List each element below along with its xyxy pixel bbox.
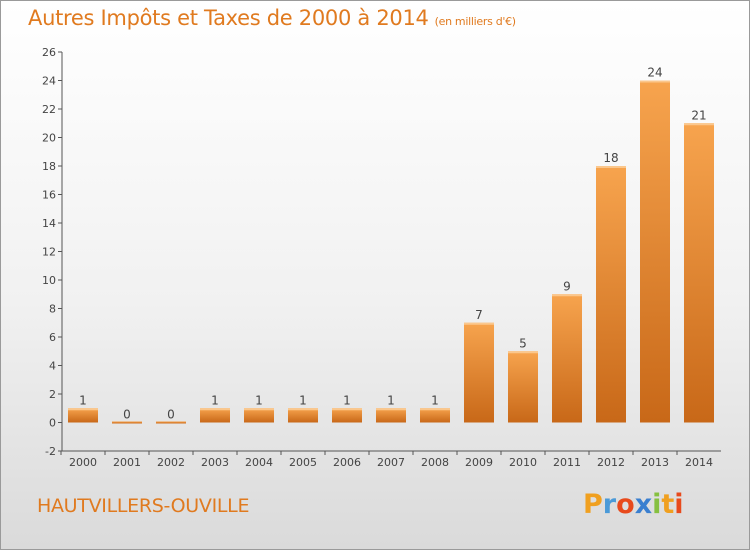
- x-axis: 2000 2001 2002 2003 2004 2005 2006 2007 2008 2009…: [60, 450, 721, 469]
- y-tick-label: 6: [49, 331, 56, 344]
- proxiti-logo[interactable]: Proxiti: [583, 489, 684, 520]
- x-tick-label: 2001: [113, 456, 141, 469]
- bar-top-highlight: [68, 408, 98, 411]
- bar-top-highlight: [420, 408, 450, 411]
- bar-value-label: 9: [563, 279, 571, 293]
- bar[interactable]: [244, 408, 274, 423]
- bar[interactable]: [508, 351, 538, 423]
- bar[interactable]: [112, 421, 142, 424]
- bar[interactable]: [640, 80, 670, 423]
- y-tick-label: 20: [42, 132, 56, 145]
- bar-top-highlight: [376, 408, 406, 411]
- y-tick-label: 2: [49, 388, 56, 401]
- x-tick-label: 2003: [201, 456, 229, 469]
- bars: [68, 80, 714, 424]
- bar-top-highlight: [508, 351, 538, 354]
- bar-value-label: 1: [255, 393, 263, 407]
- bar-top-highlight: [200, 408, 230, 411]
- logo-letter: P: [583, 489, 603, 520]
- bar[interactable]: [288, 408, 318, 423]
- bar-value-label: 1: [211, 393, 219, 407]
- x-tick-label: 2000: [69, 456, 97, 469]
- y-tick-label: 8: [49, 303, 56, 316]
- x-tick-label: 2005: [289, 456, 317, 469]
- bar-value-label: 1: [343, 393, 351, 407]
- bar-top-highlight: [332, 408, 362, 411]
- bar[interactable]: [156, 421, 186, 424]
- bar[interactable]: [420, 408, 450, 423]
- y-tick-label: 16: [42, 189, 56, 202]
- x-tick-label: 2008: [421, 456, 449, 469]
- bar-value-label: 24: [647, 66, 662, 80]
- logo-letter: i: [674, 489, 684, 520]
- y-tick-label: 18: [42, 160, 56, 173]
- bar-top-highlight: [684, 123, 714, 126]
- y-tick-label: -2: [45, 445, 56, 458]
- bar[interactable]: [684, 123, 714, 423]
- y-tick-label: 4: [49, 360, 56, 373]
- y-tick-label: 0: [49, 417, 56, 430]
- y-tick-label: 26: [42, 46, 56, 59]
- y-tick-label: 22: [42, 103, 56, 116]
- x-tick-label: 2014: [685, 456, 713, 469]
- bar-top-highlight: [464, 322, 494, 325]
- bar-top-highlight: [552, 294, 582, 297]
- bar-value-label: 1: [79, 393, 87, 407]
- x-tick-label: 2012: [597, 456, 625, 469]
- x-tick-label: 2004: [245, 456, 273, 469]
- x-tick-label: 2010: [509, 456, 537, 469]
- bar-top-highlight: [596, 166, 626, 168]
- logo-letter: i: [652, 489, 662, 520]
- x-tick-label: 2002: [157, 456, 185, 469]
- logo-letter: r: [602, 489, 617, 520]
- chart-title-text: Autres Impôts et Taxes de 2000 à 2014: [28, 6, 429, 30]
- bar-value-label: 1: [387, 393, 395, 407]
- commune-name: HAUTVILLERS-OUVILLE: [37, 495, 250, 517]
- value-labels: 1 0 0 1 1 1 1 1 1 7 5 9 18 24 21: [79, 66, 706, 422]
- chart-title: Autres Impôts et Taxes de 2000 à 2014 (en…: [28, 6, 516, 30]
- x-tick-label: 2013: [641, 456, 669, 469]
- bar[interactable]: [596, 166, 626, 423]
- logo-letter: o: [616, 489, 635, 520]
- y-tick-label: 12: [42, 246, 56, 259]
- bar-value-label: 0: [167, 408, 175, 422]
- x-tick-label: 2011: [553, 456, 581, 469]
- bar[interactable]: [464, 322, 494, 423]
- bar[interactable]: [200, 408, 230, 423]
- y-tick-label: 24: [42, 75, 56, 88]
- chart-subtitle: (en milliers d'€): [434, 15, 516, 28]
- bar-top-highlight: [288, 408, 318, 411]
- logo-letter: t: [661, 489, 675, 520]
- bar[interactable]: [68, 408, 98, 423]
- bar-value-label: 5: [519, 336, 527, 350]
- bar-value-label: 1: [299, 393, 307, 407]
- x-tick-label: 2009: [465, 456, 493, 469]
- bar-value-label: 21: [691, 108, 706, 122]
- x-tick-label: 2007: [377, 456, 405, 469]
- bar-top-highlight: [244, 408, 274, 411]
- bar-value-label: 1: [431, 393, 439, 407]
- y-tick-label: 14: [42, 217, 56, 230]
- bar-value-label: 0: [123, 408, 131, 422]
- bar[interactable]: [376, 408, 406, 423]
- bar-value-label: 18: [603, 151, 618, 165]
- x-tick-label: 2006: [333, 456, 361, 469]
- y-tick-label: 10: [42, 274, 56, 287]
- bar-value-label: 7: [475, 308, 483, 322]
- bar[interactable]: [332, 408, 362, 423]
- bar[interactable]: [552, 294, 582, 423]
- logo-letter: x: [634, 489, 653, 520]
- bar-top-highlight: [640, 80, 670, 83]
